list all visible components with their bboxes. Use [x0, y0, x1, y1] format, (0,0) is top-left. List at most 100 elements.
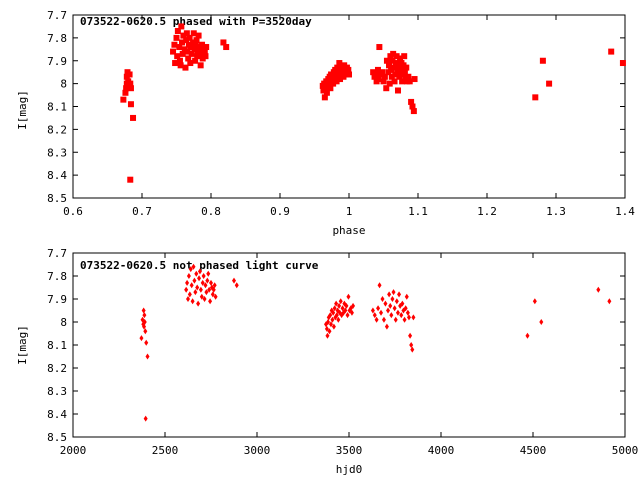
data-point	[182, 64, 189, 71]
data-point	[391, 78, 398, 85]
data-point	[186, 273, 191, 279]
data-point	[187, 60, 194, 67]
data-point	[393, 316, 398, 323]
data-point	[139, 335, 144, 342]
data-point	[408, 332, 413, 339]
data-point	[384, 323, 389, 330]
data-point	[395, 309, 400, 316]
data-point	[390, 296, 395, 302]
data-point	[374, 316, 379, 323]
data-point	[232, 277, 236, 284]
x-tick-label: 0.7	[132, 205, 152, 218]
y-tick-label: 7.8	[47, 32, 67, 45]
data-point	[207, 286, 212, 293]
data-point	[340, 305, 345, 312]
y-tick-label: 7.8	[47, 270, 67, 283]
data-point	[170, 48, 177, 55]
data-point	[234, 282, 239, 289]
data-point	[376, 305, 381, 312]
data-point	[141, 307, 146, 314]
data-point	[332, 305, 337, 312]
data-point	[180, 32, 187, 39]
unphased-chart-title: 073522-0620.5 not phased light curve	[80, 259, 319, 272]
data-point	[330, 316, 335, 323]
data-point	[334, 64, 341, 71]
y-tick-label: 8.4	[47, 169, 67, 182]
data-point	[187, 44, 194, 51]
data-point	[619, 60, 626, 67]
data-point	[328, 312, 333, 319]
data-point	[333, 78, 340, 85]
data-point	[184, 286, 189, 293]
data-point	[186, 34, 193, 41]
data-point	[372, 312, 377, 319]
data-point	[406, 78, 413, 85]
y-tick-label: 8.3	[47, 146, 67, 159]
data-point	[546, 80, 553, 87]
x-tick-label: 1	[346, 205, 353, 218]
data-point	[397, 55, 404, 62]
data-point	[130, 114, 137, 121]
data-point	[394, 69, 401, 76]
data-point	[399, 78, 406, 85]
data-point	[177, 62, 184, 69]
data-point	[379, 69, 386, 76]
data-point	[323, 89, 330, 96]
data-point	[376, 44, 383, 51]
data-point	[392, 60, 399, 67]
y-tick-label: 8.5	[47, 431, 67, 444]
data-point	[186, 296, 190, 302]
data-point	[327, 85, 334, 92]
data-point	[183, 30, 190, 37]
data-point	[336, 316, 341, 323]
data-point	[405, 73, 412, 80]
data-point	[191, 263, 196, 270]
data-point	[188, 266, 193, 273]
y-tick-label: 8.5	[47, 192, 67, 205]
data-point	[201, 48, 208, 55]
data-point	[321, 94, 328, 101]
data-point	[190, 30, 197, 37]
data-point	[192, 277, 197, 284]
data-point	[389, 57, 396, 64]
data-point	[325, 332, 330, 339]
data-point	[331, 323, 336, 330]
data-point	[380, 296, 385, 302]
data-point	[345, 312, 350, 319]
data-point	[178, 23, 185, 30]
data-point	[196, 300, 201, 307]
data-point	[401, 53, 408, 60]
data-point	[171, 41, 178, 48]
data-point	[176, 44, 183, 51]
data-point	[338, 298, 343, 305]
data-point	[334, 312, 339, 319]
data-point	[187, 291, 192, 298]
data-point	[179, 39, 186, 46]
data-point	[346, 293, 351, 300]
x-tick-label: 1.2	[477, 205, 497, 218]
unphased-chart-ylabel: I[mag]	[16, 325, 29, 365]
y-tick-label: 8.2	[47, 123, 67, 136]
data-point	[409, 103, 416, 110]
data-point	[411, 76, 418, 83]
data-point	[192, 41, 199, 48]
data-point	[185, 55, 192, 62]
y-tick-label: 8.2	[47, 362, 67, 375]
y-tick-label: 7.9	[47, 293, 67, 306]
data-point	[126, 71, 133, 78]
data-point	[198, 286, 203, 293]
data-point	[172, 60, 179, 67]
data-point	[344, 302, 349, 309]
data-point	[532, 94, 539, 101]
x-tick-label: 3500	[336, 444, 363, 457]
x-tick-label: 5000	[612, 444, 639, 457]
data-point	[337, 76, 344, 83]
data-point	[142, 319, 147, 325]
data-point	[396, 73, 403, 80]
x-tick-label: 2000	[60, 444, 87, 457]
data-point	[122, 89, 129, 96]
data-point	[190, 298, 195, 305]
data-point	[142, 312, 147, 319]
